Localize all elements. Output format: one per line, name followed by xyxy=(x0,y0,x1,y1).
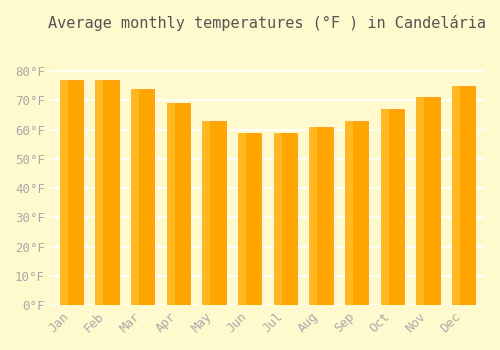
Bar xyxy=(380,109,404,305)
Bar xyxy=(416,97,440,305)
Bar xyxy=(310,127,332,305)
Bar xyxy=(131,89,139,305)
Bar xyxy=(452,86,475,305)
Bar xyxy=(452,86,460,305)
Bar xyxy=(202,121,210,305)
Bar xyxy=(380,109,389,305)
Bar xyxy=(60,80,83,305)
Bar xyxy=(238,133,246,305)
Bar xyxy=(131,89,154,305)
Bar xyxy=(345,121,353,305)
Bar xyxy=(238,133,261,305)
Bar xyxy=(96,80,118,305)
Bar xyxy=(60,80,68,305)
Bar xyxy=(310,127,318,305)
Bar xyxy=(416,97,424,305)
Bar xyxy=(166,103,175,305)
Title: Average monthly temperatures (°F ) in Candelária: Average monthly temperatures (°F ) in Ca… xyxy=(48,15,486,31)
Bar xyxy=(345,121,368,305)
Bar xyxy=(166,103,190,305)
Bar xyxy=(274,133,282,305)
Bar xyxy=(202,121,226,305)
Bar xyxy=(96,80,104,305)
Bar xyxy=(274,133,297,305)
